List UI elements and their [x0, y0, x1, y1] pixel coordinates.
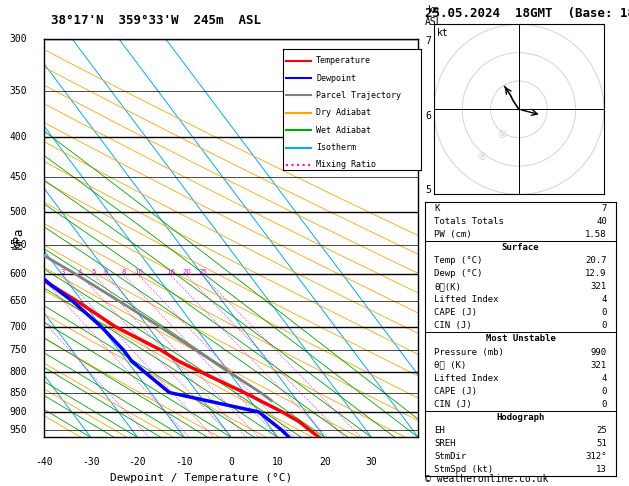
- Text: 0: 0: [601, 387, 607, 396]
- Text: Isotherm: Isotherm: [316, 143, 356, 152]
- Text: ®: ®: [496, 130, 507, 139]
- Text: 950: 950: [9, 425, 27, 435]
- Text: 4: 4: [601, 295, 607, 304]
- Text: CAPE (J): CAPE (J): [434, 387, 477, 396]
- Text: 13: 13: [596, 465, 607, 474]
- Text: Surface: Surface: [502, 243, 539, 252]
- Text: 7: 7: [601, 204, 607, 213]
- Text: 0: 0: [228, 457, 234, 468]
- Text: θᴇ(K): θᴇ(K): [434, 282, 461, 291]
- Text: 321: 321: [591, 282, 607, 291]
- Text: Pressure (mb): Pressure (mb): [434, 347, 504, 357]
- Text: EH: EH: [434, 426, 445, 435]
- Text: 0: 0: [601, 321, 607, 330]
- Text: Mixing Ratio: Mixing Ratio: [316, 160, 376, 170]
- Text: 5: 5: [426, 185, 431, 195]
- Text: Mixing Ratio (g/kg): Mixing Ratio (g/kg): [462, 222, 472, 334]
- Text: 40: 40: [596, 217, 607, 226]
- Text: Lifted Index: Lifted Index: [434, 295, 499, 304]
- Text: 700: 700: [9, 322, 27, 331]
- Text: 800: 800: [9, 367, 27, 377]
- Text: PW (cm): PW (cm): [434, 230, 472, 239]
- Text: 10: 10: [134, 269, 143, 276]
- Text: 16: 16: [167, 269, 175, 276]
- Text: 500: 500: [9, 208, 27, 217]
- Text: 400: 400: [9, 132, 27, 141]
- Text: 750: 750: [9, 345, 27, 355]
- Text: 0: 0: [601, 308, 607, 317]
- Text: 30: 30: [365, 457, 377, 468]
- X-axis label: Dewpoint / Temperature (°C): Dewpoint / Temperature (°C): [110, 473, 292, 483]
- Text: -40: -40: [35, 457, 53, 468]
- Text: 3: 3: [426, 325, 431, 334]
- Text: Totals Totals: Totals Totals: [434, 217, 504, 226]
- Text: 850: 850: [9, 387, 27, 398]
- Text: ®: ®: [476, 153, 487, 162]
- Text: Most Unstable: Most Unstable: [486, 334, 555, 344]
- Text: Temperature: Temperature: [316, 56, 371, 65]
- Text: θᴇ (K): θᴇ (K): [434, 361, 467, 370]
- Text: 321: 321: [591, 361, 607, 370]
- Text: 300: 300: [9, 34, 27, 44]
- Text: 20: 20: [319, 457, 331, 468]
- Text: 20: 20: [182, 269, 191, 276]
- Text: 350: 350: [9, 86, 27, 96]
- Text: 600: 600: [9, 269, 27, 279]
- Text: SREH: SREH: [434, 439, 455, 448]
- Text: 4: 4: [601, 374, 607, 382]
- Text: 8: 8: [122, 269, 126, 276]
- Text: hPa: hPa: [11, 227, 25, 249]
- Text: 51: 51: [596, 439, 607, 448]
- Text: 5: 5: [92, 269, 96, 276]
- Text: 4: 4: [78, 269, 82, 276]
- Text: Parcel Trajectory: Parcel Trajectory: [316, 91, 401, 100]
- Text: 900: 900: [9, 407, 27, 417]
- Text: 1.58: 1.58: [586, 230, 607, 239]
- Text: 25.05.2024  18GMT  (Base: 18): 25.05.2024 18GMT (Base: 18): [425, 7, 629, 20]
- Text: StmDir: StmDir: [434, 452, 467, 461]
- Text: K: K: [434, 204, 440, 213]
- Text: Hodograph: Hodograph: [496, 413, 545, 422]
- Text: Dewpoint: Dewpoint: [316, 73, 356, 83]
- Text: 25: 25: [596, 426, 607, 435]
- Text: 3: 3: [61, 269, 65, 276]
- Text: 38°17'N  359°33'W  245m  ASL: 38°17'N 359°33'W 245m ASL: [52, 14, 261, 27]
- Text: kt: kt: [437, 28, 449, 38]
- Text: 12.9: 12.9: [586, 269, 607, 278]
- Text: CAPE (J): CAPE (J): [434, 308, 477, 317]
- Text: 7: 7: [426, 36, 431, 46]
- Text: CIN (J): CIN (J): [434, 321, 472, 330]
- Text: Temp (°C): Temp (°C): [434, 256, 482, 265]
- Text: 990: 990: [591, 347, 607, 357]
- Text: Wet Adiabat: Wet Adiabat: [316, 126, 371, 135]
- Text: 650: 650: [9, 296, 27, 307]
- Text: 6: 6: [103, 269, 108, 276]
- Text: 0: 0: [601, 400, 607, 409]
- Text: Lifted Index: Lifted Index: [434, 374, 499, 382]
- Text: 4: 4: [426, 253, 431, 263]
- Text: km
ASL: km ASL: [425, 5, 442, 27]
- Text: 25: 25: [198, 269, 207, 276]
- Text: Dewp (°C): Dewp (°C): [434, 269, 482, 278]
- Text: 10: 10: [272, 457, 284, 468]
- Text: 2: 2: [426, 387, 431, 398]
- Text: -30: -30: [82, 457, 99, 468]
- Text: © weatheronline.co.uk: © weatheronline.co.uk: [425, 473, 548, 484]
- Text: CIN (J): CIN (J): [434, 400, 472, 409]
- Text: Dry Adiabat: Dry Adiabat: [316, 108, 371, 117]
- Text: -10: -10: [175, 457, 193, 468]
- Text: 550: 550: [9, 240, 27, 250]
- Text: 450: 450: [9, 172, 27, 182]
- Text: 312°: 312°: [586, 452, 607, 461]
- Text: 6: 6: [426, 111, 431, 122]
- Text: -20: -20: [129, 457, 147, 468]
- Text: StmSpd (kt): StmSpd (kt): [434, 465, 493, 474]
- Text: 20.7: 20.7: [586, 256, 607, 265]
- Text: LCL: LCL: [426, 396, 441, 405]
